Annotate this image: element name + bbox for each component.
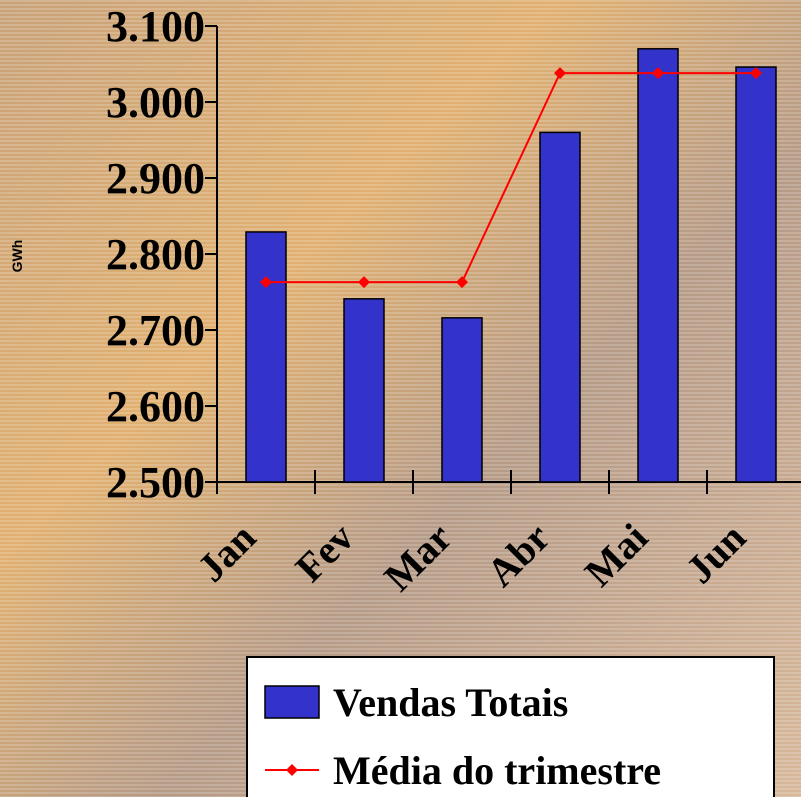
y-tick-label: 2.500 — [106, 458, 205, 507]
y-tick-label: 2.600 — [106, 382, 205, 431]
bar — [735, 66, 777, 483]
y-tick-label: 3.000 — [106, 78, 205, 127]
line — [266, 72, 756, 284]
y-tick-label: 2.900 — [106, 154, 205, 203]
legend-swatch-marker — [286, 764, 298, 776]
line-marker — [652, 67, 664, 80]
y-tick-label: 2.700 — [106, 306, 205, 355]
y-tick-label: 3.100 — [106, 2, 205, 51]
bar — [245, 231, 287, 483]
y-axis-title: GWh — [9, 240, 25, 273]
legend-box — [246, 656, 775, 797]
bar — [539, 131, 581, 483]
bar — [441, 317, 483, 483]
legend-label: Média do trimestre — [333, 748, 661, 793]
line-marker — [456, 276, 468, 289]
line-marker — [554, 67, 566, 80]
bar — [637, 48, 679, 483]
line-marker — [750, 67, 762, 80]
legend-label: Vendas Totais — [333, 680, 568, 725]
bar — [343, 298, 385, 483]
line-marker — [260, 276, 272, 289]
line-marker — [358, 276, 370, 289]
y-tick-label: 2.800 — [106, 230, 205, 279]
legend-swatch — [264, 685, 320, 719]
